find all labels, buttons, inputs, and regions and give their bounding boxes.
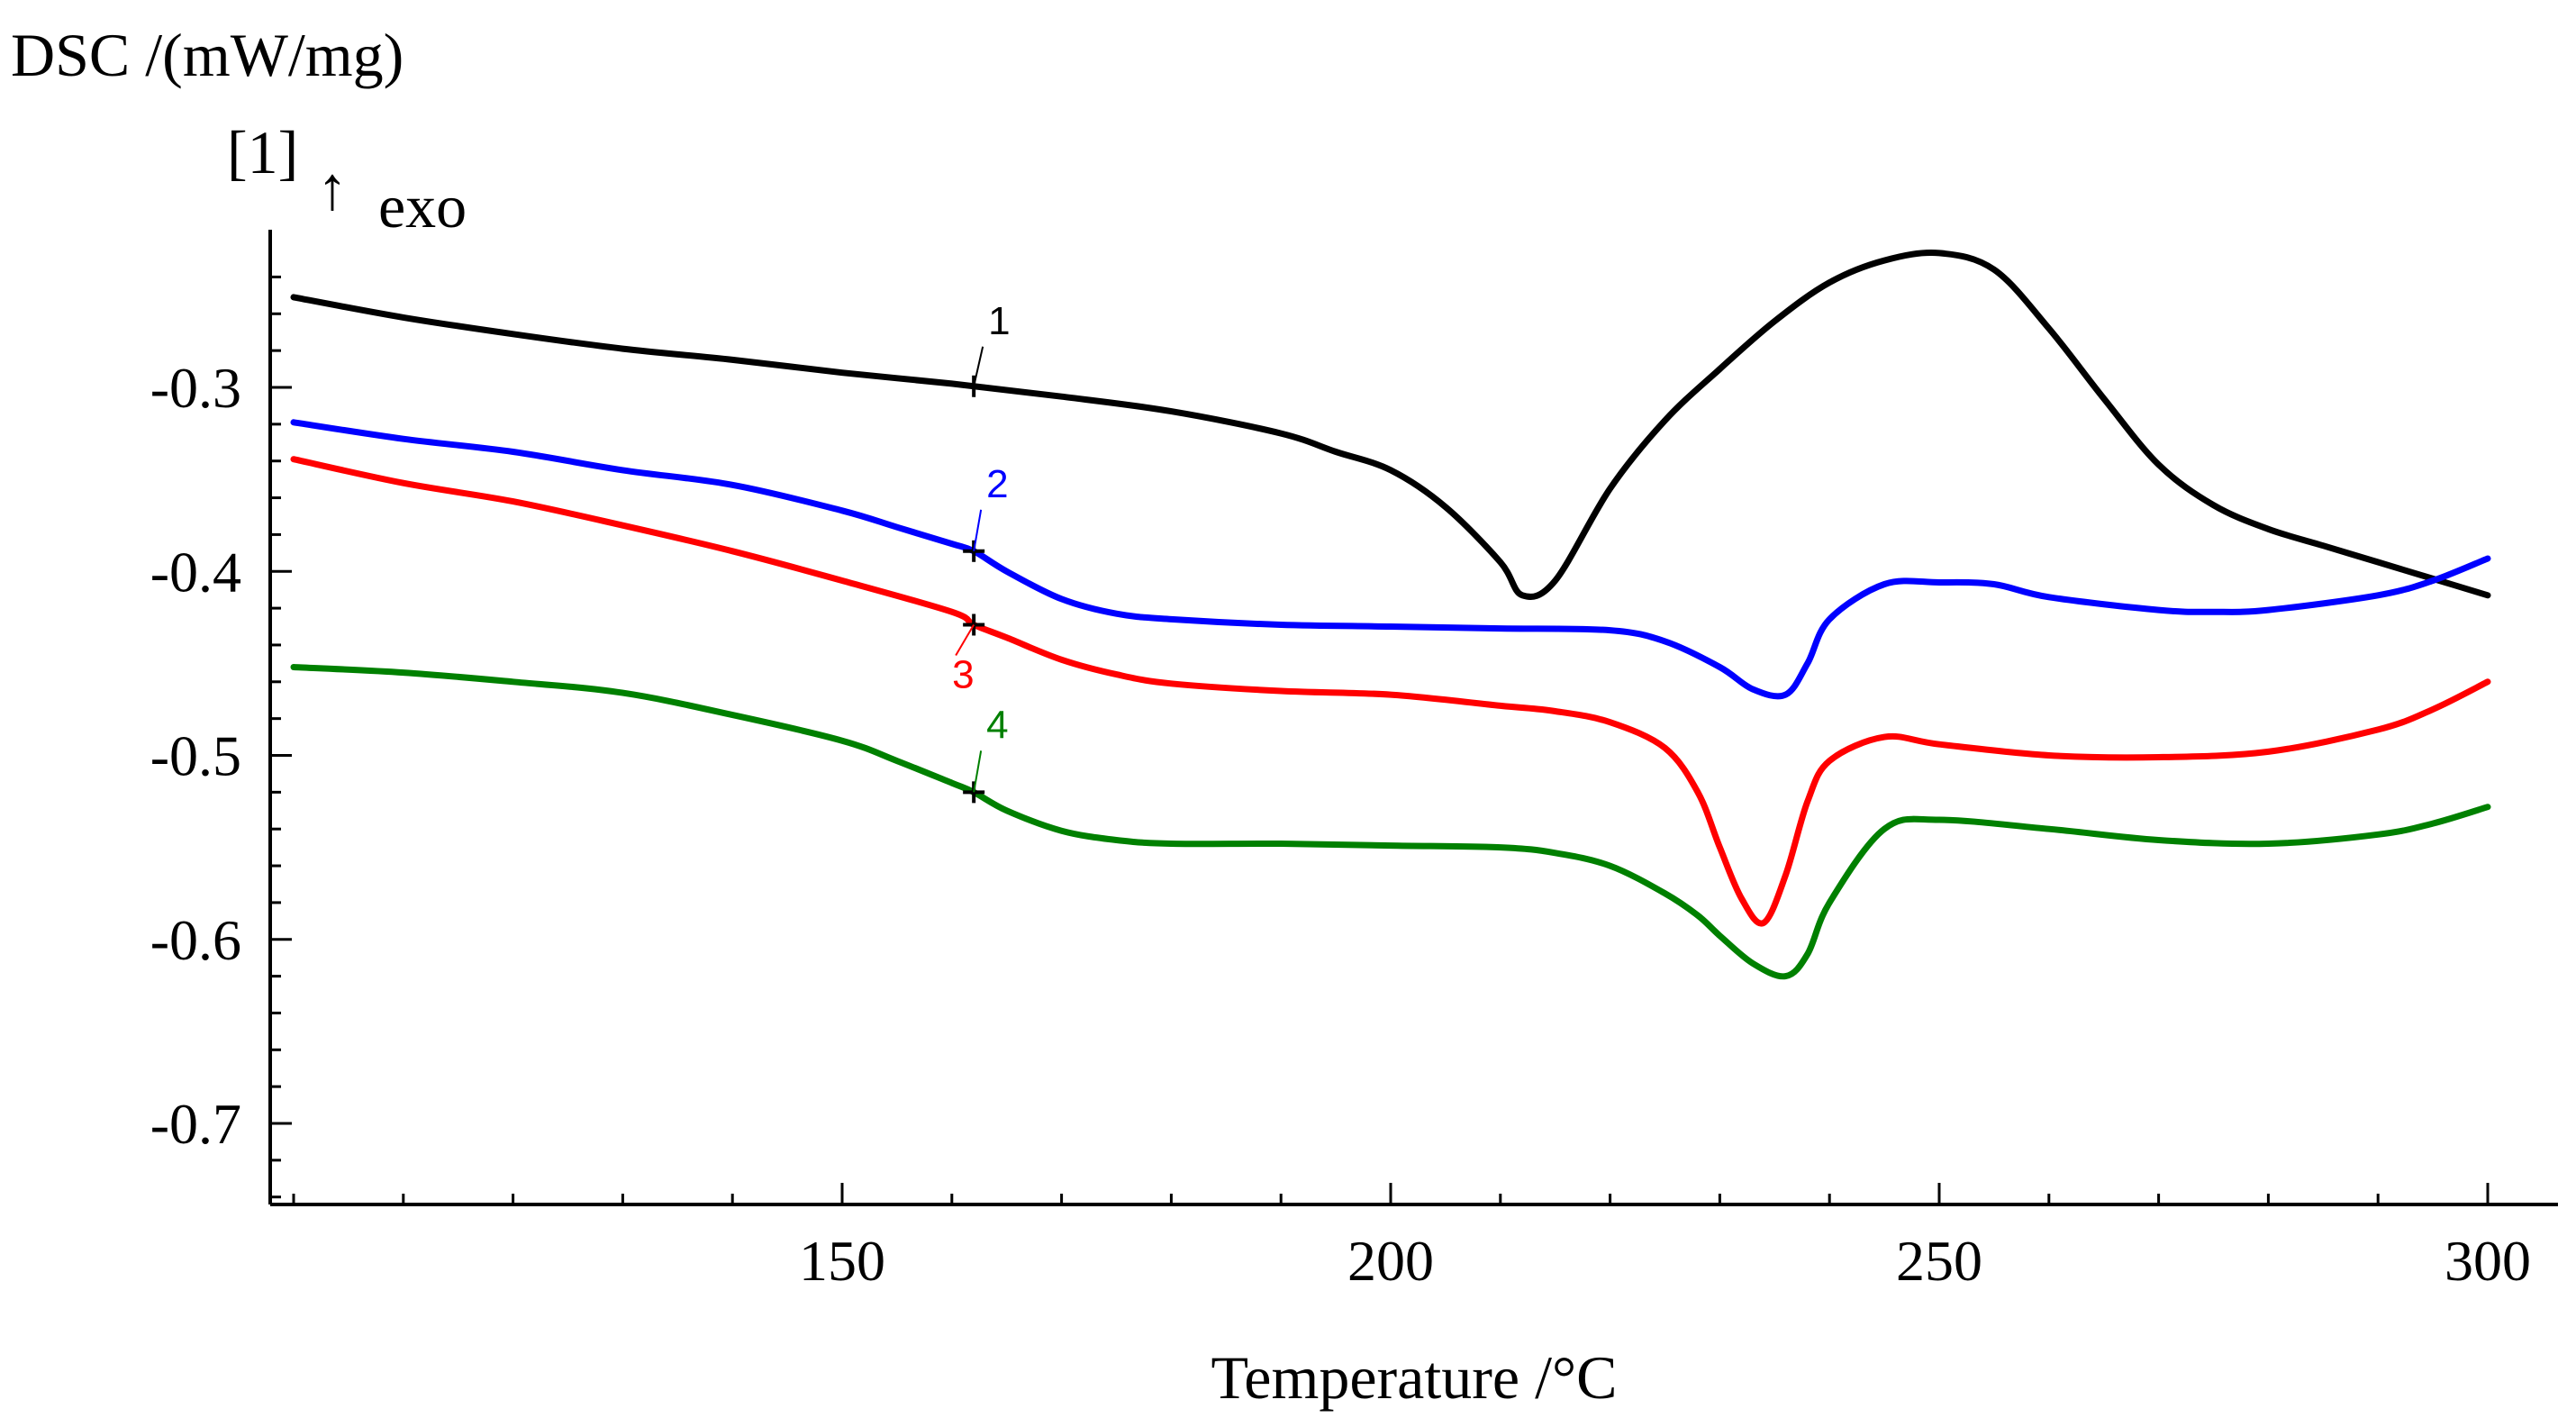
series-annotations: 1 2 34 [952,299,1011,804]
x-tick-label: 250 [1896,1229,1982,1293]
series-line-3 [290,456,2491,927]
y-tick-label: -0.6 [150,908,241,972]
series-line-4 [290,664,2491,980]
y-tick-label: -0.3 [150,356,241,420]
leader-4 [973,750,983,793]
y-tick-label: -0.5 [150,724,241,788]
leader-2 [973,509,983,551]
series-line-1 [290,250,2491,600]
x-tick-label: 150 [799,1229,885,1293]
axis-ticks [270,275,2490,1204]
x-tick-label: 300 [2444,1229,2531,1293]
y-tick-label: -0.7 [150,1092,241,1156]
series-lines [290,250,2491,980]
series-label-4: 4 [986,703,1008,747]
x-tick-label: 200 [1347,1229,1434,1293]
leader-3 [955,623,975,656]
leader-1 [973,346,984,386]
series-label-2: 2 [986,462,1008,506]
x-axis-title: Temperature /°C [1211,1343,1617,1412]
axis-tick-labels: 150 200 250 300 -0.3 -0.4 -0.5 -0.6 -0.7 [150,356,2531,1293]
series-label-1: 1 [988,299,1010,343]
exo-label: exo [378,172,467,241]
y-tick-label: -0.4 [150,540,241,604]
y-axis-unit-factor: [1] [227,118,298,186]
series-label-3: 3 [952,652,974,696]
series-line-2 [290,419,2491,700]
exo-arrow-icon: ↑ [317,154,348,223]
y-axis-title: DSC /(mW/mg) [11,21,404,89]
